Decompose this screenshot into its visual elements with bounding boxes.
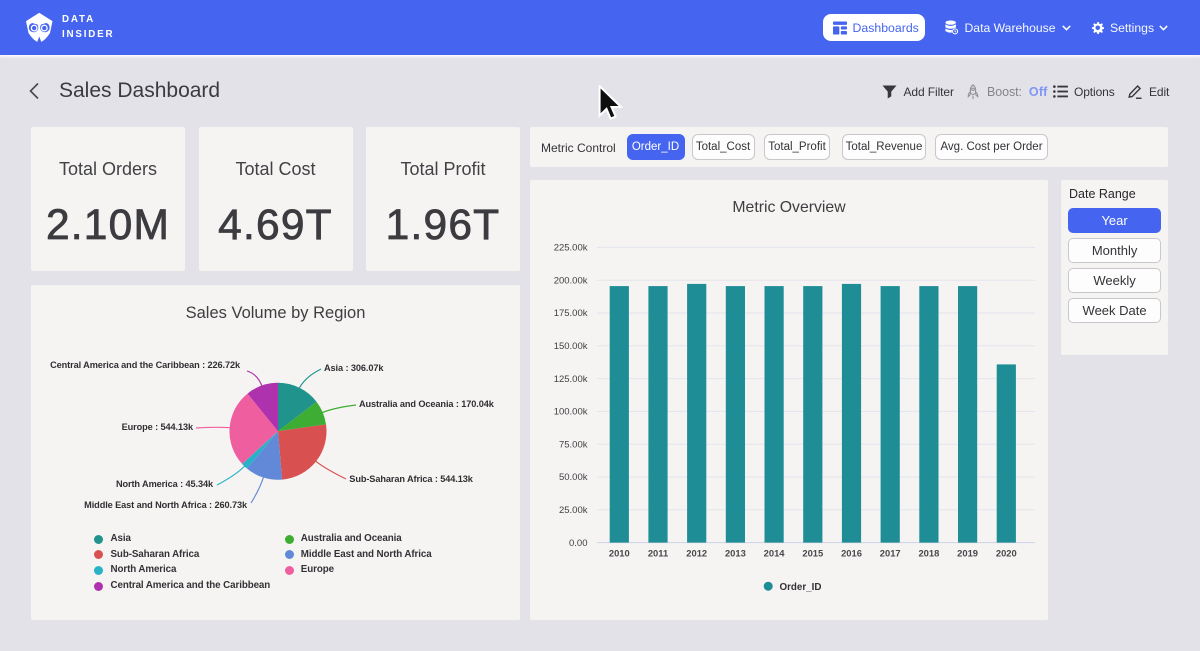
svg-text:2012: 2012 [686, 548, 707, 559]
svg-text:125.00k: 125.00k [554, 374, 588, 385]
svg-text:2014: 2014 [764, 548, 786, 559]
svg-text:2016: 2016 [841, 548, 862, 559]
svg-text:2019: 2019 [957, 548, 978, 559]
svg-text:2018: 2018 [918, 548, 939, 559]
svg-text:2015: 2015 [802, 548, 823, 559]
svg-text:2013: 2013 [725, 548, 746, 559]
svg-text:150.00k: 150.00k [554, 341, 588, 352]
svg-text:225.00k: 225.00k [554, 243, 588, 254]
svg-text:2011: 2011 [648, 548, 668, 559]
svg-text:Order_ID: Order_ID [780, 582, 822, 593]
svg-text:200.00k: 200.00k [554, 275, 588, 286]
svg-text:0.00: 0.00 [569, 538, 588, 549]
svg-text:2017: 2017 [880, 548, 901, 559]
svg-text:25.00k: 25.00k [559, 505, 588, 516]
svg-text:75.00k: 75.00k [559, 439, 588, 450]
svg-text:2020: 2020 [996, 548, 1017, 559]
svg-text:100.00k: 100.00k [554, 407, 588, 418]
svg-text:50.00k: 50.00k [559, 472, 588, 483]
svg-text:2010: 2010 [609, 548, 630, 559]
svg-text:175.00k: 175.00k [554, 308, 588, 319]
